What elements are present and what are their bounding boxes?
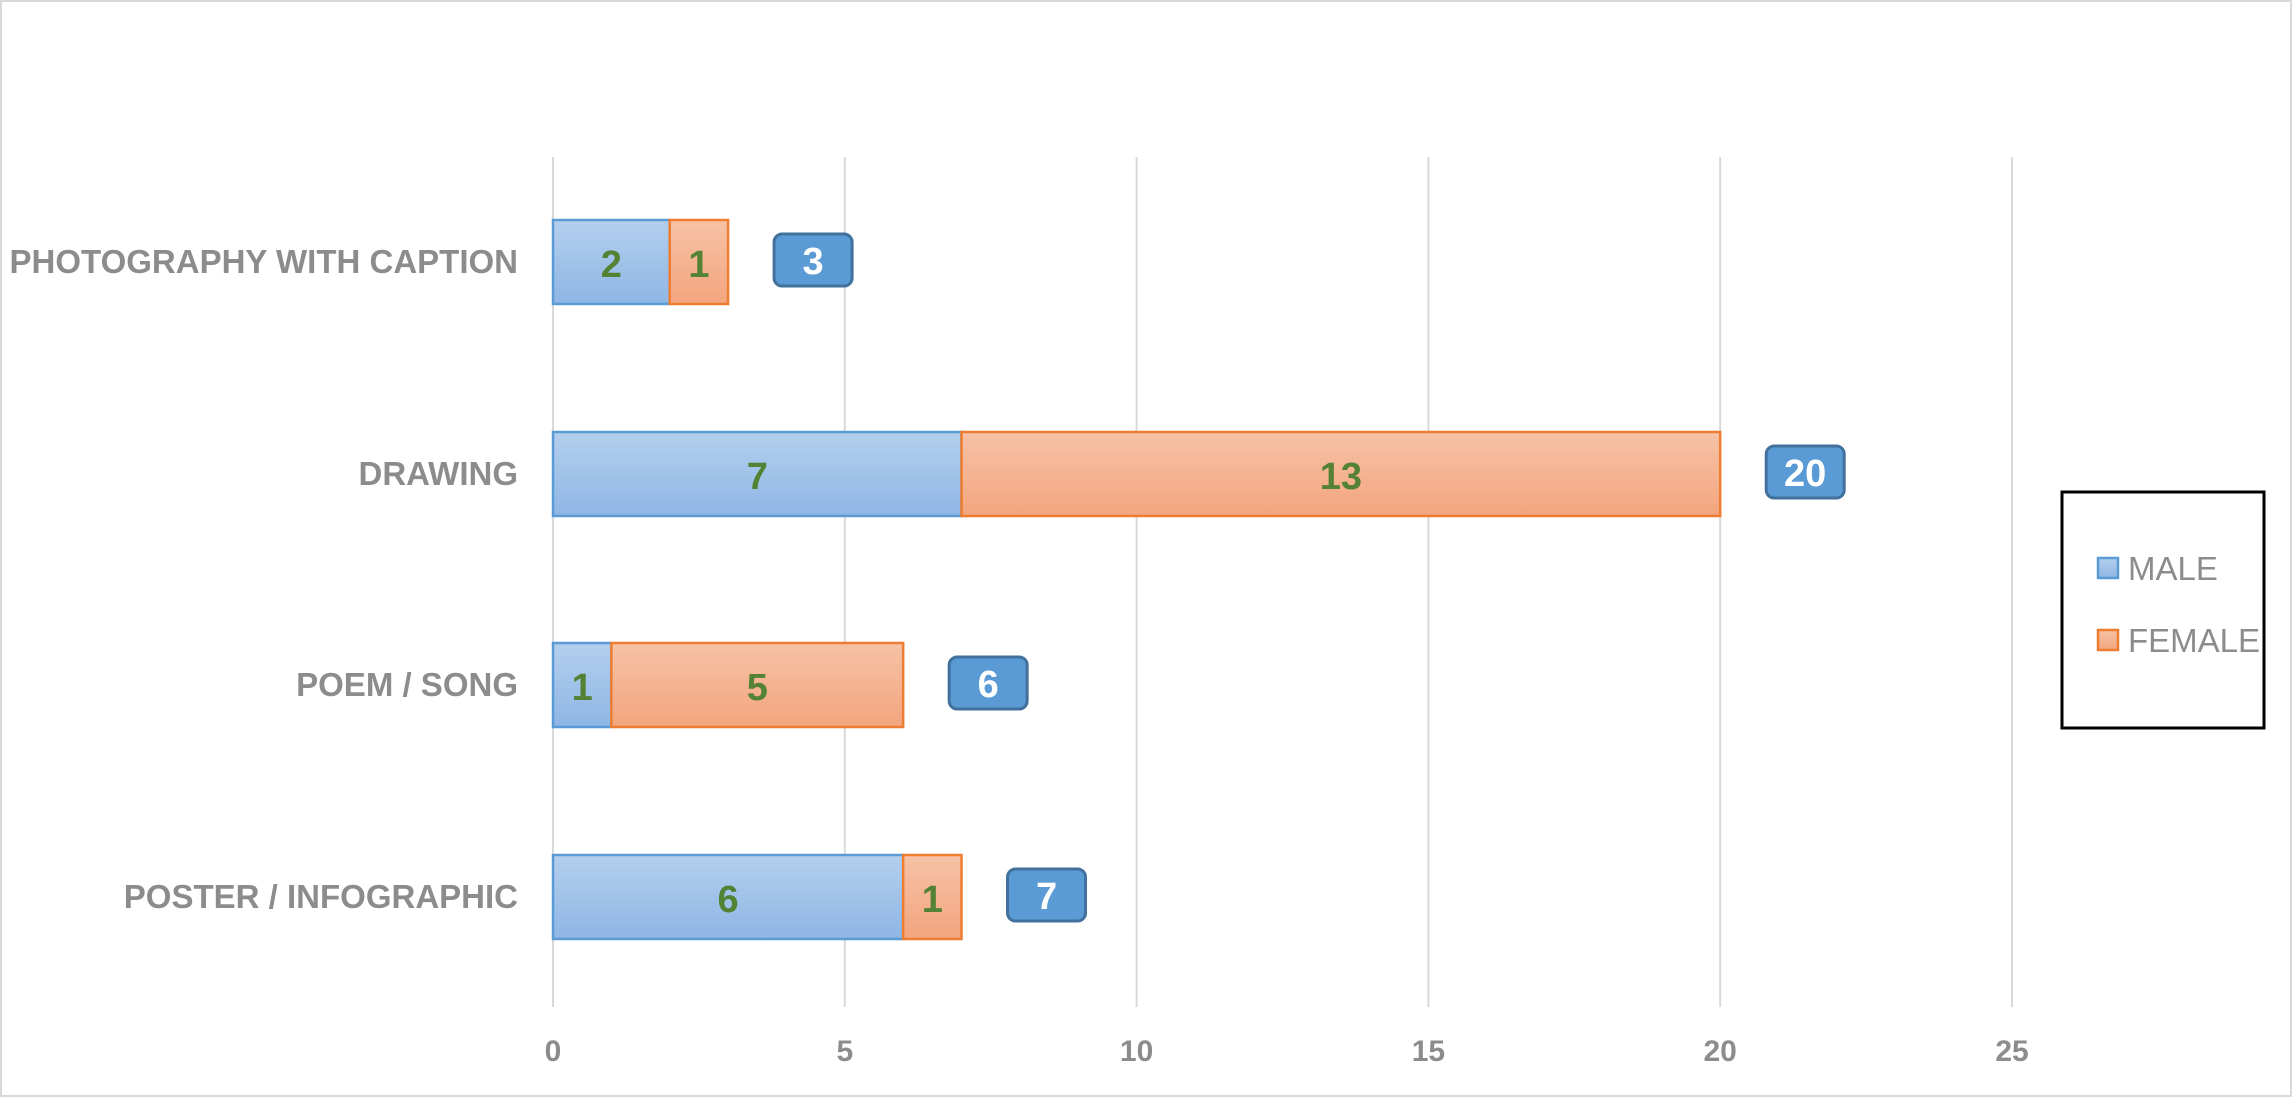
segment-value-label: 2 <box>601 244 622 286</box>
bar-segment-male <box>551 430 963 518</box>
bar-segment-male <box>551 853 905 941</box>
bar-segment-female <box>901 853 963 941</box>
legend-label-female: FEMALE <box>2128 622 2260 659</box>
legend: MALE FEMALE <box>2060 490 2266 730</box>
bars <box>551 218 1846 941</box>
bar-segment-female <box>960 430 1722 518</box>
total-badge <box>947 655 1029 711</box>
x-tick-label: 15 <box>1412 1035 1445 1068</box>
x-tick-label: 25 <box>1995 1035 2028 1068</box>
segment-value-label: 6 <box>718 879 739 921</box>
legend-label-male: MALE <box>2128 550 2218 587</box>
total-value-label: 3 <box>803 241 824 283</box>
category-label: PHOTOGRAPHY WITH CAPTION <box>10 243 518 280</box>
bar-segment-female <box>668 218 730 306</box>
segment-value-label: 7 <box>747 456 768 498</box>
total-badge <box>1764 444 1846 500</box>
bar-segment-male <box>551 641 613 729</box>
segment-value-label: 5 <box>747 667 768 709</box>
legend-swatch-male <box>2096 556 2120 580</box>
legend-swatch-female <box>2096 628 2120 652</box>
x-tick-label: 20 <box>1704 1035 1737 1068</box>
total-value-label: 6 <box>978 664 999 706</box>
legend-box <box>2060 490 2266 730</box>
category-label: POSTER / INFOGRAPHIC <box>124 878 518 915</box>
bar-segment-female <box>610 641 905 729</box>
total-badge <box>772 232 854 288</box>
category-label: DRAWING <box>359 455 519 492</box>
segment-value-label: 1 <box>922 879 943 921</box>
bar-segment-male <box>551 218 671 306</box>
x-tick-label: 0 <box>545 1035 562 1068</box>
total-value-label: 7 <box>1036 876 1057 918</box>
x-tick-label: 5 <box>836 1035 853 1068</box>
segment-value-label: 1 <box>572 667 593 709</box>
segment-value-label: 13 <box>1320 456 1362 498</box>
total-value-label: 20 <box>1784 453 1826 495</box>
total-badge <box>1006 867 1088 923</box>
segment-value-label: 1 <box>688 244 709 286</box>
category-label: POEM / SONG <box>296 666 518 703</box>
x-tick-label: 10 <box>1120 1035 1153 1068</box>
